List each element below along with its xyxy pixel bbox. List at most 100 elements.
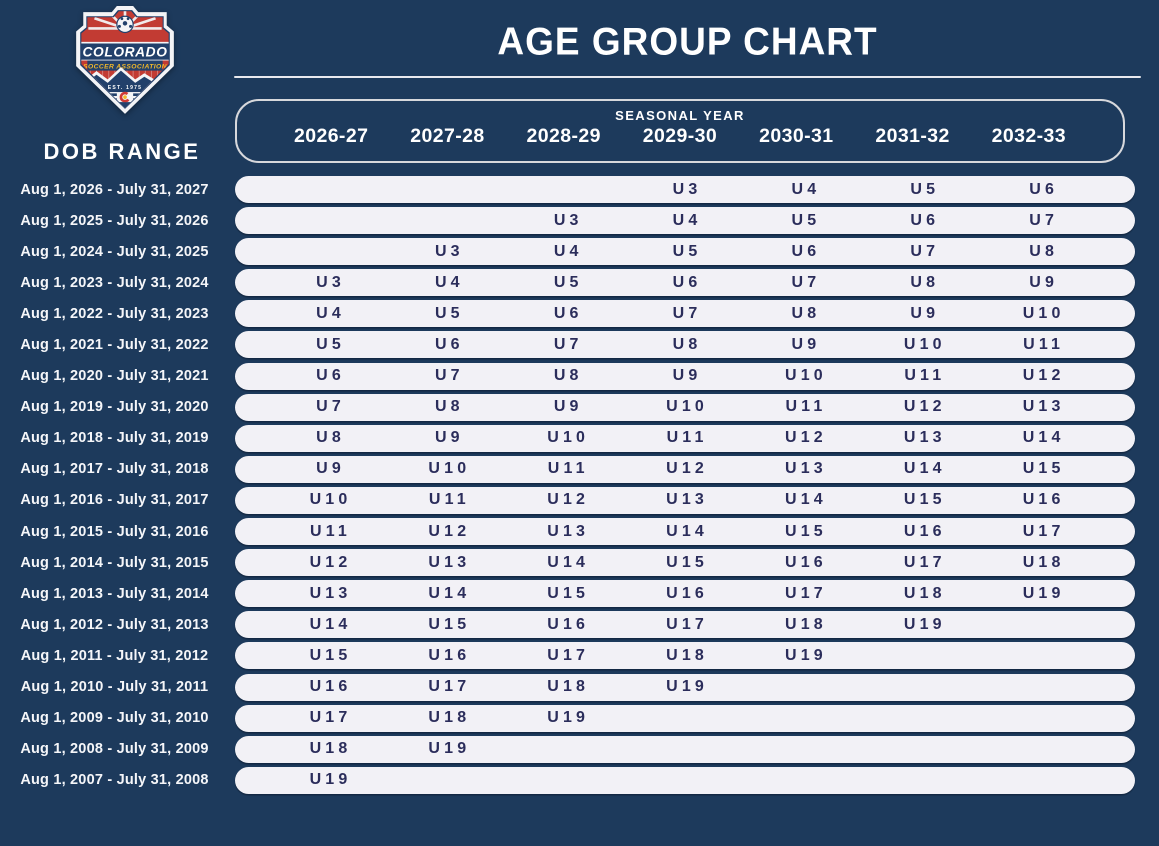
age-cell: U10 — [547, 429, 590, 447]
age-cell: U13 — [785, 460, 827, 478]
age-row-pill: U11 U12 U13 U14 U15 U16 U17 — [235, 518, 1135, 546]
age-cell: U8 — [910, 273, 940, 291]
age-cell: U7 — [316, 398, 345, 416]
age-cell: U19 — [903, 615, 946, 633]
age-cell: U15 — [547, 584, 590, 602]
year-column-header: 2026-27 — [293, 125, 369, 147]
dob-range-label: Aug 1, 2016 - July 31, 2017 — [20, 492, 209, 509]
age-cell: U18 — [666, 646, 708, 664]
table-row: Aug 1, 2012 - July 31, 2013 U14 U15 U16 U17 U… — [0, 611, 1159, 639]
dob-range-label: Aug 1, 2010 - July 31, 2011 — [20, 679, 209, 695]
age-cell: U19 — [785, 646, 827, 664]
age-row-pill: U17 U18 U19 — [235, 704, 1135, 732]
age-cell: U15 — [1022, 460, 1065, 478]
age-cell: U12 — [1022, 367, 1065, 385]
dob-range-label: Aug 1, 2020 - July 31, 2021 — [20, 368, 209, 385]
age-cell: U6 — [910, 211, 940, 229]
age-cell: U10 — [1022, 304, 1065, 322]
age-cell: U14 — [309, 615, 352, 633]
table-row: Aug 1, 2021 - July 31, 2022 U5 U6 U7 U8 U9 U10… — [0, 331, 1159, 359]
age-cell: U14 — [547, 553, 590, 571]
dob-range-label: Aug 1, 2017 - July 31, 2018 — [20, 461, 209, 478]
age-cell: U14 — [903, 460, 946, 478]
age-cell: U12 — [428, 522, 471, 540]
age-cell: U10 — [903, 335, 946, 353]
age-cell: U9 — [434, 429, 464, 447]
year-column-header: 2031-32 — [875, 125, 950, 147]
age-cell: U9 — [672, 367, 702, 385]
age-cell: U16 — [785, 553, 827, 571]
age-cell: U10 — [309, 491, 352, 509]
table-row: Aug 1, 2025 - July 31, 2026 U3 U4 U5 U6 U7 — [0, 207, 1159, 235]
age-cell: U17 — [1022, 522, 1065, 540]
year-column-header: 2027-28 — [410, 125, 485, 147]
age-cell: U10 — [428, 460, 471, 478]
age-cell: U12 — [785, 429, 827, 447]
age-cell: U17 — [785, 584, 827, 602]
year-column-header: 2029-30 — [642, 125, 718, 147]
dob-range-label: Aug 1, 2022 - July 31, 2023 — [20, 305, 209, 322]
age-cell: U11 — [428, 491, 470, 509]
age-cell: U6 — [553, 304, 583, 322]
age-cell: U5 — [672, 242, 702, 260]
table-row: Aug 1, 2009 - July 31, 2010 U17 U18 U19 — [0, 704, 1159, 732]
age-cell: U3 — [316, 273, 345, 291]
age-cell: U12 — [666, 460, 708, 478]
age-cell: U14 — [1022, 429, 1065, 447]
dob-range-label: Aug 1, 2014 - July 31, 2015 — [20, 554, 209, 571]
age-cell: U10 — [666, 398, 708, 416]
age-cell: U7 — [1029, 211, 1059, 229]
dob-range-label: Aug 1, 2013 - July 31, 2014 — [20, 585, 209, 602]
age-row-pill: U15 U16 U17 U18 U19 — [235, 642, 1135, 670]
year-column-header: 2028-29 — [526, 125, 601, 147]
dob-range-label: Aug 1, 2015 - July 31, 2016 — [20, 523, 209, 540]
title-divider — [234, 76, 1141, 78]
table-row: Aug 1, 2019 - July 31, 2020 U7 U8 U9 U10 U11 U… — [0, 393, 1159, 421]
age-cell: U16 — [903, 522, 946, 540]
age-row-pill: U4 U5 U6 U7 U8 U9 U10 — [235, 300, 1135, 328]
table-row: Aug 1, 2008 - July 31, 2009 U18 U19 — [0, 735, 1159, 763]
dob-range-label: Aug 1, 2009 - July 31, 2010 — [20, 710, 209, 727]
age-cell: U11 — [666, 429, 708, 447]
dob-range-label: Aug 1, 2023 - July 31, 2024 — [20, 274, 209, 291]
table-row: Aug 1, 2020 - July 31, 2021 U6 U7 U8 U9 U10 U1… — [0, 362, 1159, 390]
age-row-pill: U3 U4 U5 U6 U7 U8 — [235, 238, 1135, 266]
age-cell: U7 — [791, 273, 821, 291]
dob-range-label: Aug 1, 2025 - July 31, 2026 — [20, 212, 209, 229]
dob-range-label: Aug 1, 2008 - July 31, 2009 — [20, 741, 209, 758]
age-cell: U14 — [666, 522, 708, 540]
age-cell: U19 — [309, 771, 352, 789]
age-row-pill: U3 U4 U5 U6 — [235, 176, 1135, 203]
age-cell: U15 — [428, 615, 471, 633]
csa-shield-icon: COLORADO SOCCER ASSOCIATION — [76, 6, 174, 114]
age-cell: U8 — [672, 335, 702, 353]
age-cell: U16 — [309, 678, 352, 695]
age-cell: U8 — [791, 304, 821, 322]
age-cell: U4 — [434, 273, 464, 291]
age-cell: U14 — [428, 584, 471, 602]
age-cell: U5 — [553, 273, 583, 291]
age-cell: U15 — [666, 553, 708, 571]
age-cell: U19 — [666, 678, 708, 695]
age-row-pill: U10 U11 U12 U13 U14 U15 U16 — [235, 486, 1135, 514]
age-cell: U17 — [309, 709, 352, 727]
dob-range-label: Aug 1, 2026 - July 31, 2027 — [20, 181, 209, 198]
csa-logo: COLORADO SOCCER ASSOCIATION — [68, 6, 182, 116]
age-cell: U6 — [791, 242, 821, 260]
age-cell: U17 — [547, 646, 590, 664]
age-cell: U6 — [434, 335, 464, 353]
age-row-pill: U16 U17 U18 U19 — [235, 673, 1135, 701]
age-row-pill: U19 — [235, 766, 1135, 794]
age-cell: U4 — [672, 211, 702, 229]
age-cell: U14 — [785, 491, 827, 509]
dob-range-label: Aug 1, 2018 - July 31, 2019 — [20, 430, 209, 447]
age-cell: U3 — [553, 211, 583, 229]
age-row-pill: U7 U8 U9 U10 U11 U12 U13 — [235, 393, 1135, 421]
age-cell: U6 — [316, 367, 345, 385]
age-row-pill: U3 U4 U5 U6 U7 — [235, 207, 1135, 235]
age-cell: U11 — [904, 367, 946, 385]
dob-range-label: Aug 1, 2019 - July 31, 2020 — [20, 399, 209, 416]
table-row: Aug 1, 2013 - July 31, 2014 U13 U14 U15 U16 U… — [0, 580, 1159, 608]
age-cell: U11 — [310, 522, 351, 540]
age-cell: U16 — [666, 584, 708, 602]
